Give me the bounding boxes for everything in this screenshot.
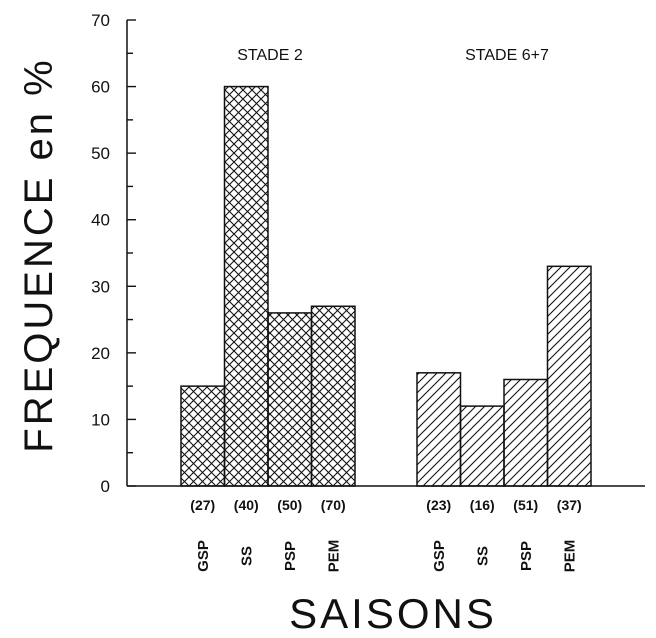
bar: [223, 85, 269, 487]
sample-count-label: (51): [513, 497, 538, 513]
category-label: PEM: [325, 540, 342, 573]
sample-count-label: (50): [277, 497, 302, 513]
y-tick-label: 10: [91, 410, 110, 429]
bar: [267, 312, 313, 487]
category-label: SS: [474, 546, 491, 566]
y-tick-label: 60: [91, 78, 110, 97]
y-tick-label: 30: [91, 277, 110, 296]
sample-count-label: (27): [190, 497, 215, 513]
y-tick-label: 20: [91, 344, 110, 363]
sample-count-label: (16): [470, 497, 495, 513]
sample-count-label: (40): [234, 497, 259, 513]
group-title: STADE 6+7: [465, 47, 549, 64]
sample-count-label: (70): [321, 497, 346, 513]
bar: [310, 305, 356, 487]
bar: [416, 372, 462, 487]
category-label: SS: [238, 546, 255, 566]
category-label: PSP: [282, 541, 299, 571]
group-title: STADE 2: [237, 47, 303, 64]
bar: [459, 405, 505, 487]
x-axis-label: SAISONS: [289, 590, 497, 637]
category-label: PSP: [518, 541, 535, 571]
y-axis-label: FREQUENCE en %: [17, 57, 61, 452]
y-tick-label: 50: [91, 144, 110, 163]
sample-count-label: (37): [557, 497, 582, 513]
labels: STADE 2 (27) GSP (40) SS (50) PSP (70) PEM STADE …: [190, 47, 581, 572]
bars: [180, 85, 592, 487]
category-label: PEM: [561, 540, 578, 573]
y-tick-label: 40: [91, 211, 110, 230]
bar: [503, 378, 549, 487]
bar: [180, 385, 226, 487]
y-tick-label: 0: [101, 477, 110, 496]
y-tick-label: 70: [91, 11, 110, 30]
category-label: GSP: [431, 540, 448, 572]
category-label: GSP: [195, 540, 212, 572]
sample-count-label: (23): [426, 497, 451, 513]
bar: [546, 265, 592, 487]
